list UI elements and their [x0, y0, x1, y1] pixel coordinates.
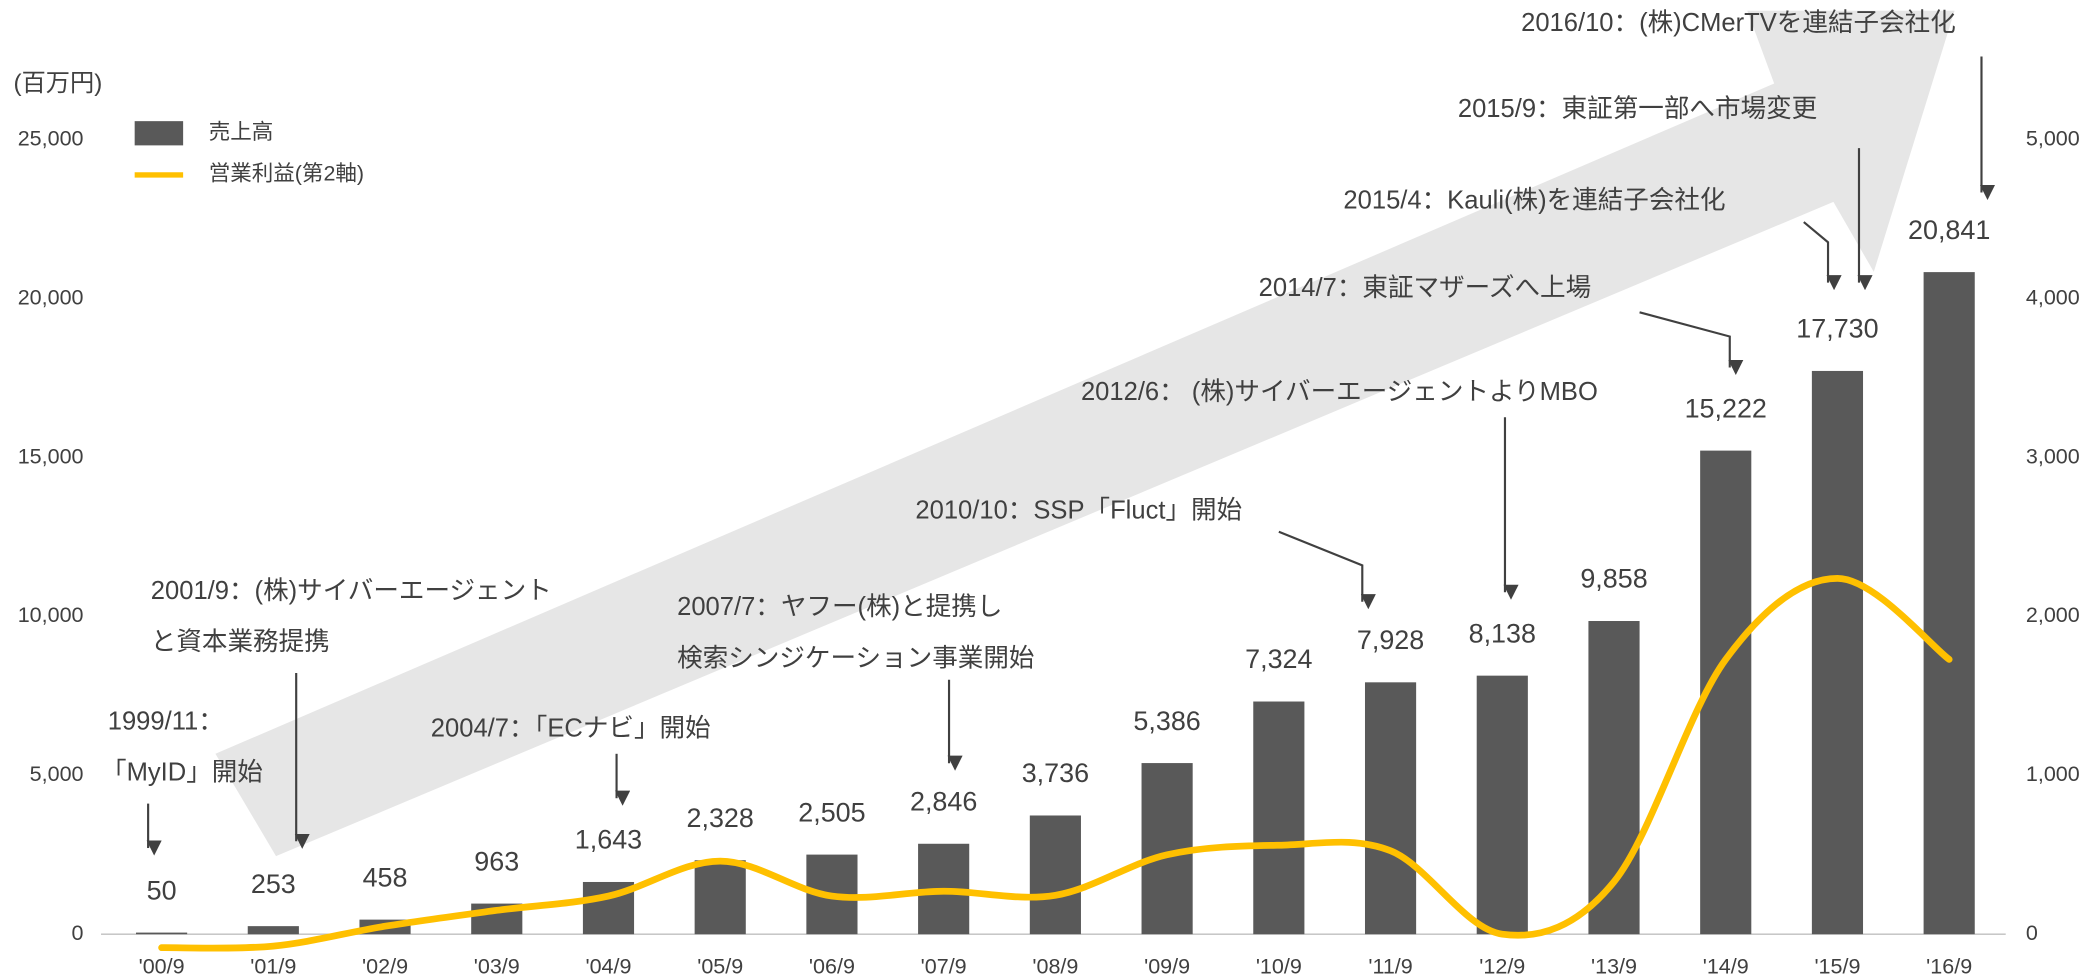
profit-line [158, 575, 1953, 952]
x-tick-label: '01/9 [250, 955, 296, 979]
x-tick-label: '10/9 [1256, 955, 1302, 979]
annotation-arrow [1803, 221, 1842, 291]
bar-value-label: 7,928 [1357, 625, 1424, 655]
y2-tick-label: 4,000 [2026, 286, 2080, 310]
annotation: 2004/7：「ECナビ」開始 [431, 714, 711, 742]
bar-value-label: 1,643 [575, 825, 642, 855]
y-axis-unit: (百万円) [14, 70, 103, 97]
bar [694, 860, 746, 935]
y-tick-label: 20,000 [18, 286, 84, 310]
y2-tick-label: 0 [2026, 921, 2038, 945]
bar [1588, 621, 1640, 935]
bar [1923, 272, 1975, 935]
bar [136, 932, 188, 935]
y-tick-label: 15,000 [18, 444, 84, 468]
bar [1811, 370, 1864, 935]
y2-tick-label: 1,000 [2026, 762, 2080, 786]
x-tick-label: '04/9 [585, 955, 631, 979]
bar [1253, 701, 1305, 935]
bar-value-label: 458 [363, 862, 408, 892]
growth-arrow [215, 10, 1955, 857]
x-tick-label: '12/9 [1479, 955, 1525, 979]
y-tick-label: 10,000 [18, 603, 84, 627]
x-tick-label: '03/9 [474, 955, 520, 979]
y2-tick-label: 3,000 [2026, 444, 2080, 468]
bar-value-label: 2,846 [910, 786, 977, 816]
x-tick-label: '15/9 [1814, 955, 1860, 979]
bar-value-label: 9,858 [1580, 564, 1647, 594]
bar-value-label: 15,222 [1685, 393, 1767, 423]
bar-value-label: 7,324 [1245, 644, 1312, 674]
bar-value-label: 8,138 [1469, 618, 1536, 648]
annotation-arrow [1278, 530, 1376, 610]
annotation: 検索シンジケーション事業開始 [677, 644, 1034, 672]
y2-tick-label: 5,000 [2026, 127, 2080, 151]
bar-value-label: 2,328 [687, 803, 754, 833]
annotation: 「MyID」開始 [101, 759, 263, 787]
x-tick-label: '02/9 [362, 955, 408, 979]
y-tick-label: 25,000 [18, 127, 84, 151]
annotations: 1999/11： 「MyID」開始 2001/9：(株)サイバーエージェントと資本業… [101, 9, 1996, 856]
bar-value-label: 253 [251, 869, 296, 899]
bar-value-label: 963 [474, 846, 519, 876]
x-tick-label: '14/9 [1703, 955, 1749, 979]
y2-tick-label: 2,000 [2026, 603, 2080, 627]
bar-value-label: 17,730 [1796, 314, 1878, 344]
x-tick-label: '00/9 [139, 955, 185, 979]
bar-value-label: 5,386 [1133, 706, 1200, 736]
y-tick-label: 5,000 [30, 762, 84, 786]
annotation: 2012/6： (株)サイバーエージェントよりMBO [1081, 378, 1598, 406]
x-tick-label: '05/9 [697, 955, 743, 979]
bar [247, 926, 299, 935]
bar [1476, 675, 1528, 935]
annotation: 2001/9：(株)サイバーエージェント [151, 577, 552, 605]
x-tick-label: '08/9 [1032, 955, 1078, 979]
x-tick-label: '16/9 [1926, 955, 1972, 979]
bar-value-label: 3,736 [1022, 758, 1089, 788]
legend-label: 売上高 [209, 120, 274, 144]
bar [1029, 815, 1081, 935]
annotation: と資本業務提携 [151, 628, 330, 656]
y-tick-label: 0 [72, 921, 84, 945]
x-tick-label: '07/9 [921, 955, 967, 979]
bar-value-label: 20,841 [1908, 215, 1990, 245]
annotation: 2007/7：ヤフー(株)と提携し [677, 593, 1002, 621]
bar-value-label: 50 [147, 875, 177, 905]
bar [1364, 682, 1417, 935]
x-tick-label: '13/9 [1591, 955, 1637, 979]
annotation: 1999/11： [108, 708, 224, 736]
bar-value-label: 2,505 [798, 797, 865, 827]
x-tick-label: '11/9 [1368, 955, 1412, 979]
x-tick-label: '09/9 [1144, 955, 1190, 979]
annotation: 2014/7：東証マザーズへ上場 [1259, 274, 1592, 302]
annotation: 2015/9：東証第一部へ市場変更 [1458, 95, 1817, 123]
x-tick-label: '06/9 [809, 955, 855, 979]
annotation: 2010/10：SSP「Fluct」開始 [915, 496, 1242, 524]
annotation-arrow [1639, 311, 1744, 376]
annotation: 2015/4：Kauli(株)を連結子会社化 [1343, 187, 1725, 215]
legend-swatch [134, 121, 184, 146]
legend-label: 営業利益(第2軸) [209, 162, 364, 186]
annotation: 2016/10：(株)CMerTVを連結子会社化 [1521, 9, 1956, 37]
